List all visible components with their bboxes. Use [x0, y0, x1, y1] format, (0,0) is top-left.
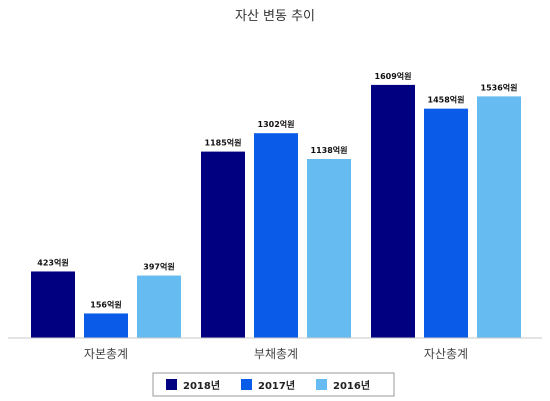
category-labels: 자본총계 부채총계 자산총계: [84, 347, 468, 361]
chart-title: 자산 변동 추이: [235, 9, 315, 24]
category-label-2: 부채총계: [254, 347, 298, 361]
legend-label-3: 2016년: [333, 379, 370, 392]
value-label-1-3: 397억원: [143, 262, 174, 272]
legend-label-2: 2017년: [258, 379, 295, 392]
bar-2-3: [307, 158, 351, 338]
legend-label-1: 2018년: [183, 379, 220, 392]
bar-3-2: [424, 108, 468, 338]
value-label-3-2: 1458억원: [428, 95, 465, 105]
value-label-1-2: 156억원: [90, 299, 121, 309]
value-label-2-3: 1138억원: [311, 145, 348, 155]
bar-3-1: [371, 84, 415, 338]
value-label-2-1: 1185억원: [205, 138, 242, 148]
legend: 2018년 2017년 2016년: [152, 372, 395, 397]
bar-1-3: [137, 275, 181, 338]
category-label-3: 자산총계: [424, 347, 468, 361]
bar-2-1: [201, 151, 245, 338]
value-label-3-1: 1609억원: [375, 71, 412, 81]
bar-1-2: [84, 313, 128, 338]
legend-swatch-1: [166, 379, 177, 390]
bar-3-3: [477, 96, 521, 338]
legend-swatch-2: [241, 379, 252, 390]
bar-2-2: [254, 133, 298, 338]
value-label-2-2: 1302억원: [258, 119, 295, 129]
legend-frame: [152, 372, 395, 397]
bar-1-1: [31, 271, 75, 338]
value-label-1-1: 423억원: [37, 257, 68, 267]
value-label-3-3: 1536억원: [481, 82, 518, 92]
category-label-1: 자본총계: [84, 347, 128, 361]
plot-area: 423억원 156억원 397억원 1185억원 1302억원 1138억원 1609억원 1…: [31, 71, 521, 338]
legend-swatch-3: [316, 379, 327, 390]
